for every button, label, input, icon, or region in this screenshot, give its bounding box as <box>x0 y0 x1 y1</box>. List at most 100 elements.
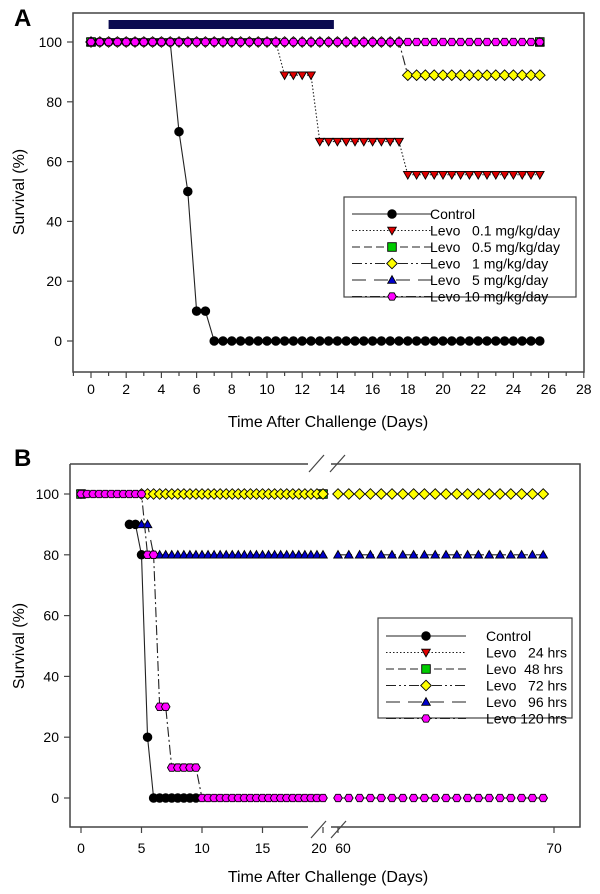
data-point-triangle-up <box>505 549 516 559</box>
data-point-diamond <box>437 69 449 82</box>
data-point-hexagon <box>538 793 549 803</box>
x-tick-label: 18 <box>400 381 416 397</box>
x-tick-label: 8 <box>228 381 236 397</box>
data-point-hexagon <box>306 37 316 47</box>
data-point-hexagon <box>508 37 519 47</box>
series-0 <box>124 519 201 803</box>
data-point-diamond <box>401 69 414 82</box>
data-point-hexagon <box>287 793 298 803</box>
data-point-diamond <box>450 488 463 500</box>
data-point-hexagon <box>226 37 237 47</box>
data-point-triangle-down <box>473 171 484 180</box>
x-tick-label: 20 <box>311 840 327 856</box>
legend-label: Levo 0.5 mg/kg/day <box>430 239 560 255</box>
y-tick-label: 0 <box>51 790 59 806</box>
panel-a-y-axis-title: Survival (%) <box>11 149 28 235</box>
panel-a-label: A <box>14 5 31 32</box>
x-tick-label: 0 <box>87 381 95 397</box>
data-point-hexagon <box>394 37 404 47</box>
data-point-hexagon <box>484 793 495 803</box>
data-point-triangle-up <box>166 549 177 559</box>
data-point-hexagon <box>156 37 167 47</box>
data-point-hexagon <box>387 793 397 803</box>
data-point-hexagon <box>318 793 328 803</box>
data-point-triangle-up <box>293 549 304 559</box>
data-point-circle <box>473 336 483 346</box>
data-point-hexagon <box>76 489 86 499</box>
data-point-triangle-down <box>297 71 308 81</box>
data-point-triangle-up <box>451 549 462 559</box>
axis-break-mark <box>329 454 346 473</box>
data-point-diamond <box>489 69 502 82</box>
data-point-hexagon <box>215 793 225 803</box>
data-point-circle <box>482 336 492 346</box>
data-point-diamond <box>498 69 511 82</box>
data-point-hexagon <box>251 793 262 803</box>
data-point-hexagon <box>218 37 228 47</box>
data-point-triangle-up <box>473 549 484 559</box>
data-point-triangle-up <box>269 549 280 559</box>
x-tick-label: 26 <box>541 381 557 397</box>
data-point-hexagon <box>154 702 165 711</box>
data-point-circle <box>535 336 545 346</box>
data-point-hexagon <box>130 489 141 499</box>
treatment-period-bar <box>108 20 334 29</box>
legend-label: Levo 72 hrs <box>486 678 567 694</box>
data-point-triangle-up <box>430 549 441 559</box>
series-5 <box>86 37 545 47</box>
legend-label: Levo 48 hrs <box>486 661 563 677</box>
data-point-triangle-up <box>190 549 202 559</box>
x-tick-label: 4 <box>158 381 166 397</box>
data-point-hexagon <box>121 37 132 47</box>
data-point-diamond <box>494 488 506 500</box>
data-point-circle <box>262 336 272 346</box>
x-tick-label: 5 <box>138 840 146 856</box>
data-point-hexagon <box>312 793 322 803</box>
data-point-hexagon <box>279 37 290 47</box>
data-point-triangle-down <box>279 71 290 81</box>
data-point-diamond <box>533 69 546 82</box>
data-point-hexagon <box>185 763 195 772</box>
y-tick-label: 100 <box>36 486 60 502</box>
data-point-circle <box>438 336 448 346</box>
data-point-circle <box>306 336 316 346</box>
y-tick-label: 60 <box>43 608 59 624</box>
y-tick-label: 20 <box>43 729 59 745</box>
data-point-hexagon <box>397 793 408 803</box>
data-point-triangle-down <box>481 171 493 180</box>
data-point-triangle-down <box>385 137 396 147</box>
panel-b-y-axis-title: Survival (%) <box>11 603 28 689</box>
data-point-hexagon <box>430 793 441 803</box>
data-point-hexagon <box>239 793 250 803</box>
panel-b: B 0 20 40 60 80 100 0 5 10 15 20 60 70 Time After Ch… <box>11 445 581 886</box>
data-point-triangle-up <box>420 696 432 706</box>
data-point-hexagon <box>482 37 492 47</box>
data-point-triangle-up <box>281 549 292 559</box>
x-tick-label: 22 <box>470 381 486 397</box>
data-point-circle <box>421 631 431 641</box>
data-point-circle <box>332 336 343 346</box>
data-point-hexagon <box>191 37 202 47</box>
data-point-triangle-up <box>215 549 226 559</box>
data-point-hexagon <box>526 37 536 47</box>
data-point-circle <box>271 336 281 346</box>
legend-label: Levo 10 mg/kg/day <box>430 289 548 305</box>
data-point-triangle-up <box>184 549 195 559</box>
data-point-triangle-up <box>233 549 244 559</box>
data-point-diamond <box>526 488 539 500</box>
data-point-circle <box>341 336 351 346</box>
y-tick-label: 100 <box>39 34 63 50</box>
data-point-hexagon <box>473 37 484 47</box>
data-point-diamond <box>445 69 458 82</box>
legend-label: Control <box>430 206 475 222</box>
data-point-triangle-down <box>358 137 369 147</box>
data-point-diamond <box>410 69 423 82</box>
data-point-circle <box>350 336 360 346</box>
data-point-hexagon <box>118 489 129 499</box>
data-point-diamond <box>418 488 431 500</box>
data-point-square <box>387 242 397 252</box>
data-point-triangle-down <box>429 171 440 180</box>
